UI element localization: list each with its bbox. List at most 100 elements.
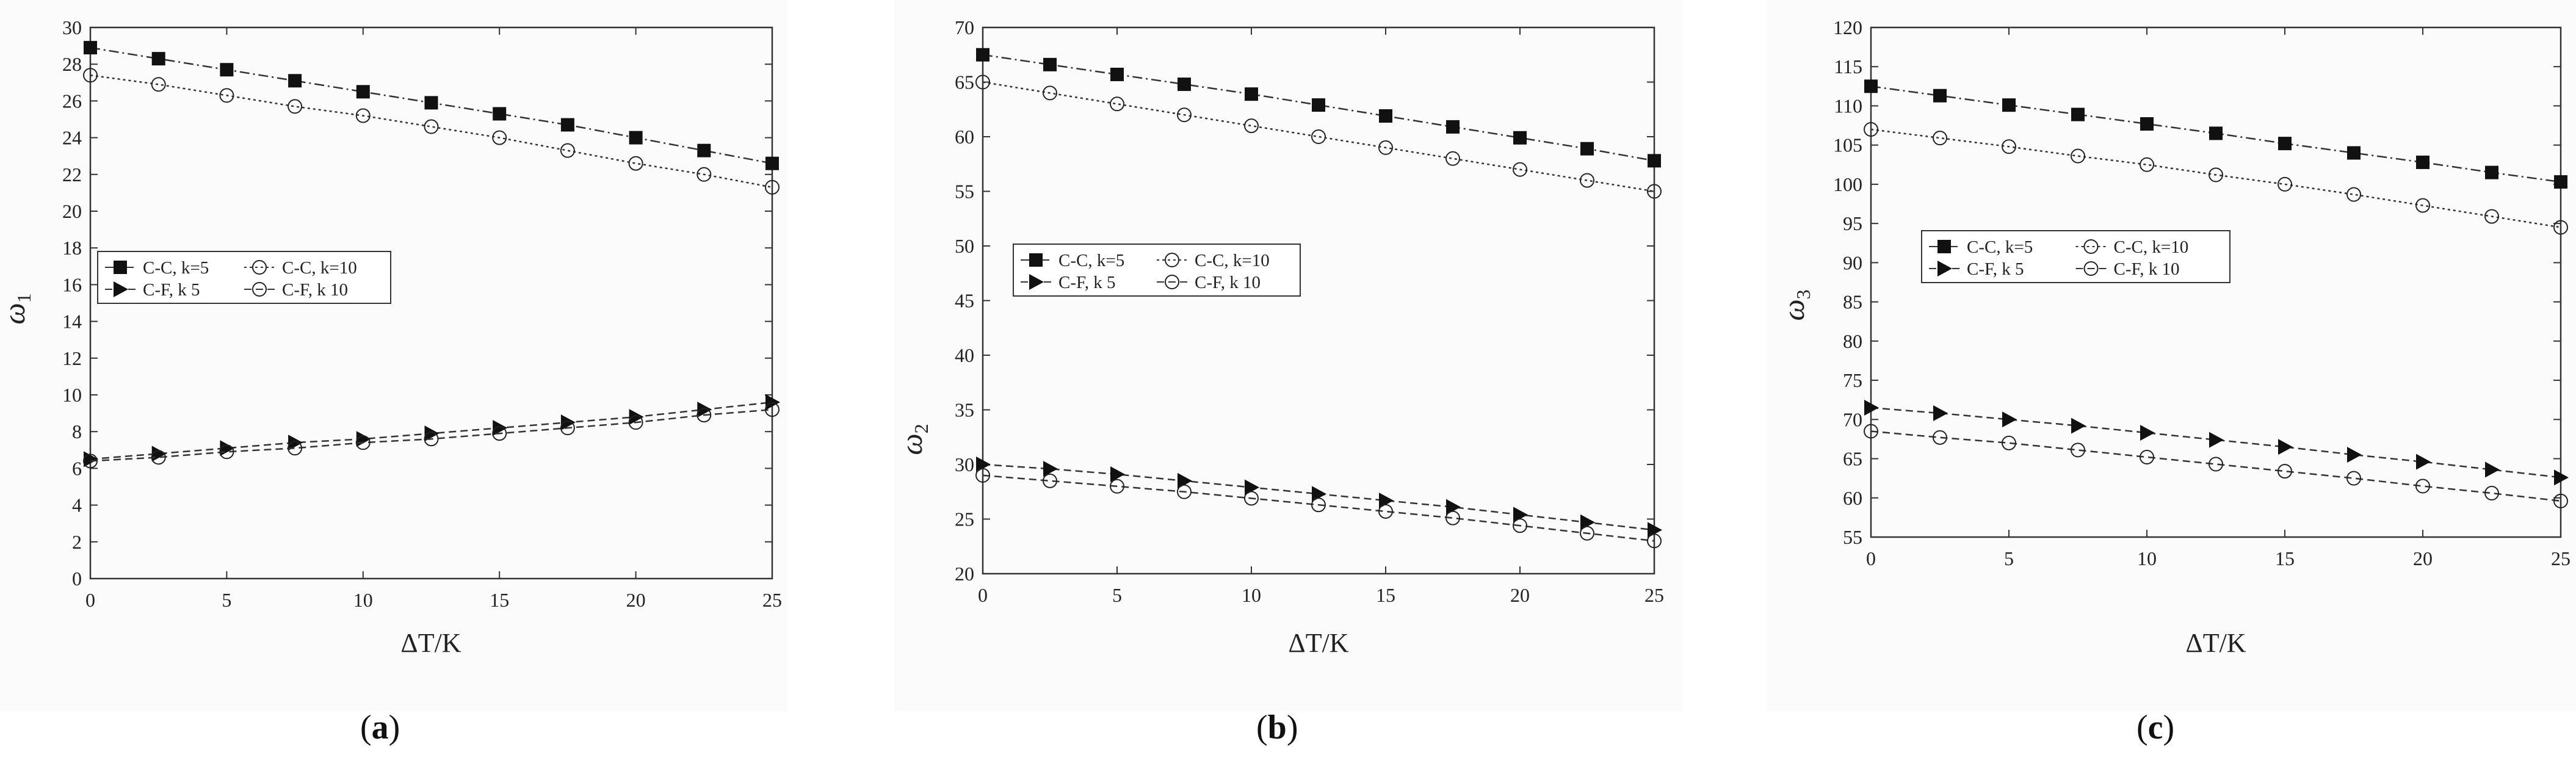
panel-b-y-tick-label: 25 (955, 508, 974, 530)
panel-c-y-tick-label: 100 (1833, 173, 1862, 195)
panel-c-series-0-point (2416, 155, 2429, 169)
panel-c-series-1-point (2553, 220, 2568, 235)
panel-b-series-3 (975, 468, 1662, 549)
panel-b-x-tick-label: 5 (1112, 584, 1122, 606)
panel-b-series-1-point (1244, 118, 1259, 134)
panel-b-series-1-point (1043, 85, 1057, 101)
panel-c-series-2-point (2071, 417, 2086, 434)
panel-a-series-1 (83, 68, 780, 195)
panel-b-background (894, 0, 1682, 711)
panel-b-series-0-point (1513, 131, 1527, 145)
panel-c-legend-marker (2083, 261, 2099, 276)
panel-a-x-tick-label: 10 (353, 589, 373, 611)
panel-c-series-1-point (2071, 148, 2085, 164)
panel-a-y-axis-label: ω1 (0, 293, 35, 324)
panel-c-y-tick-label: 85 (1843, 291, 1862, 313)
panel-c-series-1-point (1933, 131, 1947, 146)
panel-c-x-tick-label: 10 (2137, 547, 2157, 569)
panel-c-series-2-point (2140, 425, 2155, 441)
panel-c-series-0-point (2554, 175, 2567, 189)
panel-b-series-2-point (1379, 493, 1394, 509)
panel-c-x-tick-label: 0 (1866, 547, 1876, 569)
panel-a-series-3-point (288, 441, 303, 456)
panel-b-series-2-point (976, 457, 991, 472)
panel-c-series-1-point (1864, 122, 1878, 137)
panel-c-series-3-point (2415, 478, 2430, 494)
panel-b-series-0-point (1043, 57, 1057, 71)
panel-b-series-0-point (1648, 154, 1661, 168)
panel-a-series-3-point (151, 450, 166, 465)
panel-a-series-3-point (765, 402, 780, 417)
panel-c-y-axis-label: ω3 (1776, 289, 1814, 320)
panel-a-x-tick-label: 0 (85, 589, 95, 611)
panel-b-x-tick-label: 10 (1242, 584, 1261, 606)
panel-c-series-3-point (2071, 442, 2085, 458)
panel-c-series-2-point (2278, 439, 2293, 455)
panel-c-legend-marker (1937, 261, 1952, 276)
panel-c-legend-box (1921, 230, 2230, 283)
panel-a-series-2-point (765, 394, 780, 411)
panel-c-series-2-point (1864, 400, 1879, 416)
panel-a-series-0-point (765, 156, 779, 170)
panel-a-y-tick-label: 12 (62, 347, 82, 369)
panel-a-series-1-point (219, 88, 234, 103)
panel-a-series-0-point (84, 41, 97, 55)
panel-c-legend-label: C-F, k 10 (2114, 259, 2180, 279)
panel-c-series-0-point (2485, 165, 2498, 179)
panel-a-series-3-point (355, 435, 371, 450)
panel-c-legend-marker (1937, 240, 1951, 253)
panel-a-series-1-point (424, 119, 439, 134)
panel-a-series-0-point (356, 85, 370, 99)
panel-a-series-1-point (765, 179, 780, 195)
panel-b-y-tick-label: 45 (955, 290, 974, 312)
panel-a-x-tick-label: 25 (762, 589, 782, 611)
panel-c-series-0-point (2278, 137, 2292, 151)
panel-a-background (0, 0, 787, 711)
panel-a-y-tick-label: 0 (72, 568, 82, 590)
panel-c-legend-label: C-C, k=5 (1967, 237, 2033, 257)
panel-a-series-0-point (288, 74, 302, 88)
panel-a-series-2-point (493, 420, 508, 436)
panel-c-y-tick-label: 65 (1843, 448, 1862, 470)
panel-a-legend-label: C-F, k 5 (143, 280, 200, 300)
panel-b-series-2-point (1178, 472, 1192, 489)
panel-a-series-3-line (90, 408, 773, 462)
panel-b-y-axis-label-subscript: 2 (910, 424, 932, 433)
panel-c-series-3-point (1933, 430, 1947, 445)
panel-c-series-0-point (1933, 88, 1947, 103)
panel-a-series-0-point (697, 143, 711, 157)
panel-a-y-axis-label-subscript: 1 (13, 293, 35, 303)
panel-a-series-0 (84, 41, 779, 170)
panel-b-series-1-point (1177, 107, 1192, 123)
panel-a-series-0-point (424, 96, 438, 110)
panel-b-legend: C-C, k=5 C-C, k=10 C-F, k 5 C-F, k 10 (1013, 244, 1301, 297)
panel-b-series-0-point (976, 48, 990, 62)
panel-a-series-0-point (220, 63, 234, 77)
panel-a-x-tick-label: 5 (222, 589, 231, 611)
panel-c-legend: C-C, k=5 C-C, k=10 C-F, k 5 C-F, k 10 (1921, 230, 2230, 283)
panel-c-legend-marker (2083, 239, 2099, 254)
panel-b-series-0-point (1580, 142, 1594, 156)
panel-c-series-3-point (1864, 424, 1878, 439)
panel-c-caption: (c) (2136, 709, 2175, 746)
panel-c-y-tick-label: 110 (1834, 95, 1862, 117)
panel-c-series-2-point (1933, 405, 1948, 422)
panel-b-series-3-point (1647, 533, 1662, 549)
panel-a-plot-frame (89, 26, 773, 580)
panel-a-legend-box (97, 251, 391, 304)
panel-a-y-tick-label: 2 (72, 531, 82, 553)
panel-b-caption: (b) (1256, 709, 1298, 746)
panel-a-y-tick-label: 10 (62, 384, 82, 406)
panel-a-legend-label: C-C, k=10 (282, 258, 357, 278)
panel-a-y-tick-label: 24 (62, 127, 82, 149)
panel-c-y-tick-label: 60 (1843, 487, 1862, 509)
panel-b-series-1 (975, 74, 1662, 199)
panel-a-series-1-line (90, 74, 773, 189)
panel-b-x-axis-label: ΔT/K (1288, 628, 1348, 658)
panel-c-x-axis-label: ΔT/K (2185, 628, 2246, 658)
panel-a-series-1-point (696, 167, 712, 182)
panel-c-series-2-point (2416, 453, 2431, 470)
panel-b-legend-label: C-F, k 5 (1058, 273, 1116, 292)
panel-b-series-3-point (975, 468, 990, 483)
panel-c-series-1-point (2484, 209, 2499, 224)
